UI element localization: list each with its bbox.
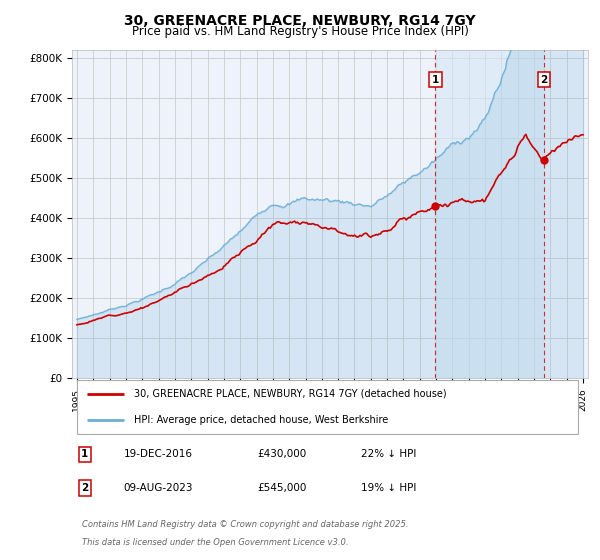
- Text: 30, GREENACRE PLACE, NEWBURY, RG14 7GY (detached house): 30, GREENACRE PLACE, NEWBURY, RG14 7GY (…: [134, 389, 446, 399]
- Text: HPI: Average price, detached house, West Berkshire: HPI: Average price, detached house, West…: [134, 416, 388, 426]
- Text: 19-DEC-2016: 19-DEC-2016: [124, 449, 193, 459]
- Text: Contains HM Land Registry data © Crown copyright and database right 2025.: Contains HM Land Registry data © Crown c…: [82, 520, 409, 529]
- Text: 30, GREENACRE PLACE, NEWBURY, RG14 7GY: 30, GREENACRE PLACE, NEWBURY, RG14 7GY: [124, 14, 476, 28]
- Text: 09-AUG-2023: 09-AUG-2023: [124, 483, 193, 493]
- FancyBboxPatch shape: [77, 380, 578, 434]
- Text: Price paid vs. HM Land Registry's House Price Index (HPI): Price paid vs. HM Land Registry's House …: [131, 25, 469, 38]
- Text: £545,000: £545,000: [258, 483, 307, 493]
- Text: 22% ↓ HPI: 22% ↓ HPI: [361, 449, 416, 459]
- Text: 2: 2: [540, 75, 548, 85]
- Bar: [436, 50, 544, 378]
- Text: 2: 2: [81, 483, 89, 493]
- Text: 1: 1: [432, 75, 439, 85]
- Text: 19% ↓ HPI: 19% ↓ HPI: [361, 483, 416, 493]
- Text: £430,000: £430,000: [258, 449, 307, 459]
- Text: This data is licensed under the Open Government Licence v3.0.: This data is licensed under the Open Gov…: [82, 538, 349, 547]
- Text: 1: 1: [81, 449, 89, 459]
